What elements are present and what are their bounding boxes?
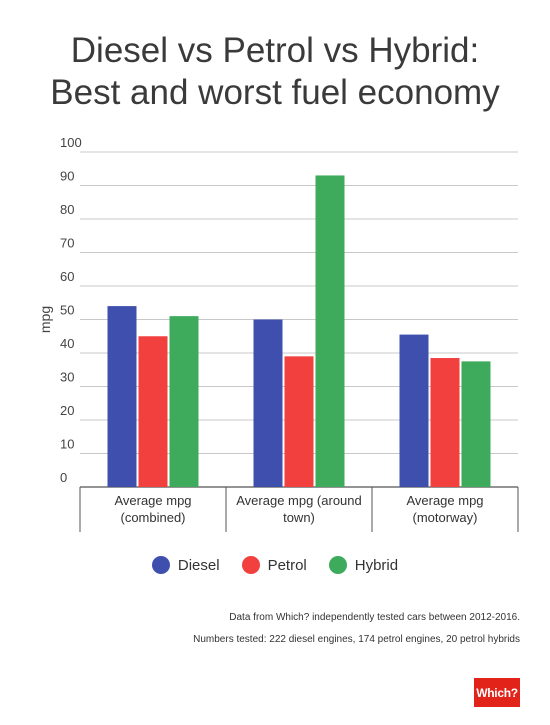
bar-hybrid-1: [315, 175, 345, 487]
source-line-1: Data from Which? independently tested ca…: [229, 612, 520, 623]
y-tick-label-20: 20: [60, 403, 74, 418]
y-tick-label-70: 70: [60, 236, 74, 251]
bar-petrol-0: [138, 336, 168, 487]
x-tick-label-1-1: town): [283, 510, 315, 525]
y-tick-label-50: 50: [60, 303, 74, 318]
legend-label-petrol: Petrol: [267, 556, 307, 574]
bar-diesel-0: [107, 306, 137, 487]
legend-swatch-petrol: [241, 556, 260, 574]
y-tick-label-80: 80: [60, 202, 74, 217]
x-tick-label-2-0: Average mpg: [406, 493, 483, 508]
bar-hybrid-0: [169, 316, 199, 487]
bar-diesel-2: [399, 334, 429, 487]
which-logo-text: Which?: [476, 685, 518, 700]
x-tick-label-0-1: (combined): [120, 510, 185, 525]
bars: [107, 175, 491, 487]
legend-label-diesel: Diesel: [177, 556, 220, 574]
bar-hybrid-2: [461, 361, 491, 487]
bar-petrol-2: [430, 358, 460, 487]
chart-title-line-2: Best and worst fuel economy: [50, 73, 500, 112]
x-axis: Average mpg (combined) Average mpg (around…: [79, 487, 519, 532]
legend-item-hybrid: Hybrid: [328, 556, 399, 574]
y-tick-label-0: 0: [60, 470, 67, 485]
bar-diesel-1: [253, 319, 283, 487]
y-tick-label-90: 90: [60, 169, 74, 184]
y-tick-label-40: 40: [60, 336, 74, 351]
x-tick-label-0-0: Average mpg: [114, 493, 191, 508]
x-tick-label-2-1: (motorway): [412, 510, 477, 525]
bar-petrol-1: [284, 356, 314, 487]
y-tick-label-60: 60: [60, 269, 74, 284]
legend-label-hybrid: Hybrid: [354, 556, 399, 574]
legend-item-diesel: Diesel: [151, 556, 220, 574]
legend-swatch-hybrid: [328, 556, 347, 574]
chart-title: Diesel vs Petrol vs Hybrid: Best and wor…: [0, 30, 550, 114]
legend-swatch-diesel: [151, 556, 170, 574]
legend: Diesel Petrol Hybrid: [0, 556, 550, 574]
legend-item-petrol: Petrol: [241, 556, 307, 574]
y-tick-label-100: 100: [60, 135, 82, 150]
y-axis-label: mpg: [37, 306, 53, 333]
y-tick-label-10: 10: [60, 437, 74, 452]
which-logo: Which?: [474, 678, 520, 707]
x-tick-label-1-0: Average mpg (around: [236, 493, 362, 508]
y-tick-label-30: 30: [60, 370, 74, 385]
source-note: Data from Which? independently tested ca…: [193, 611, 520, 655]
source-line-2: Numbers tested: 222 diesel engines, 174 …: [193, 634, 520, 645]
chart-title-line-1: Diesel vs Petrol vs Hybrid:: [70, 31, 480, 70]
